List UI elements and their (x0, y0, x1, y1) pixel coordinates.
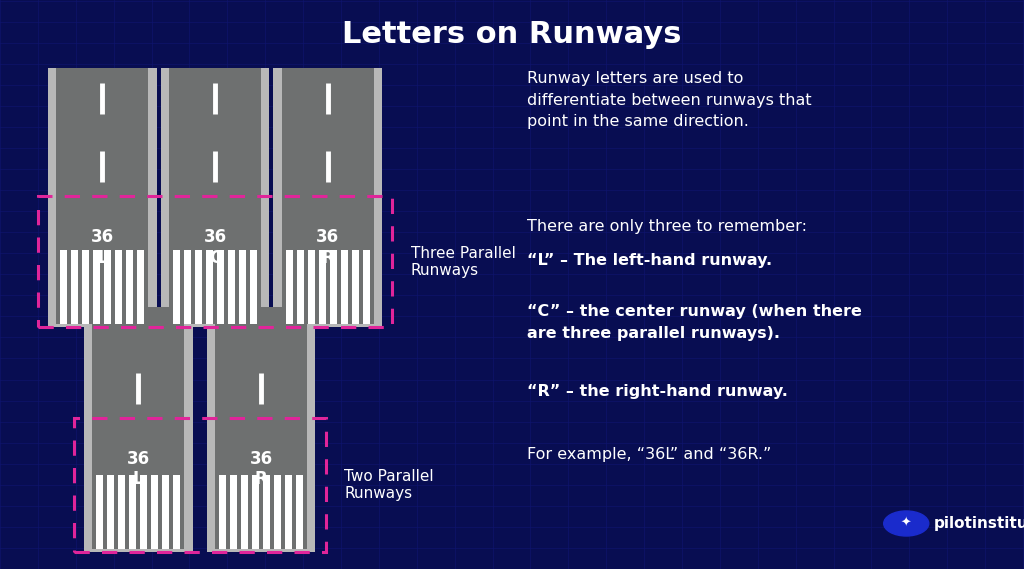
Bar (38, 196, 392, 327)
Text: Three Parallel
Runways: Three Parallel Runways (411, 246, 515, 278)
FancyBboxPatch shape (228, 250, 234, 324)
FancyBboxPatch shape (161, 68, 269, 327)
FancyBboxPatch shape (137, 250, 144, 324)
Text: Two Parallel
Runways: Two Parallel Runways (344, 469, 434, 501)
FancyBboxPatch shape (48, 68, 157, 327)
FancyBboxPatch shape (83, 250, 89, 324)
FancyBboxPatch shape (362, 250, 370, 324)
FancyBboxPatch shape (318, 250, 326, 324)
FancyBboxPatch shape (108, 475, 115, 549)
FancyBboxPatch shape (195, 250, 202, 324)
FancyBboxPatch shape (173, 475, 180, 549)
FancyBboxPatch shape (297, 250, 303, 324)
FancyBboxPatch shape (173, 250, 180, 324)
FancyBboxPatch shape (206, 250, 213, 324)
FancyBboxPatch shape (93, 250, 100, 324)
FancyBboxPatch shape (72, 250, 79, 324)
Text: “L” – The left-hand runway.: “L” – The left-hand runway. (527, 253, 772, 268)
FancyBboxPatch shape (286, 250, 293, 324)
FancyBboxPatch shape (169, 68, 261, 324)
FancyBboxPatch shape (250, 250, 257, 324)
FancyBboxPatch shape (217, 250, 224, 324)
FancyBboxPatch shape (274, 475, 281, 549)
Text: “R” – the right-hand runway.: “R” – the right-hand runway. (527, 384, 788, 399)
FancyBboxPatch shape (60, 250, 68, 324)
FancyBboxPatch shape (104, 250, 112, 324)
FancyBboxPatch shape (215, 307, 307, 549)
FancyBboxPatch shape (352, 250, 358, 324)
FancyBboxPatch shape (219, 475, 226, 549)
FancyBboxPatch shape (163, 475, 169, 549)
FancyBboxPatch shape (282, 68, 374, 324)
Text: “C” – the center runway (when there
are three parallel runways).: “C” – the center runway (when there are … (527, 304, 862, 341)
Text: Runway letters are used to
differentiate between runways that
point in the same : Runway letters are used to differentiate… (527, 71, 812, 129)
Text: pilotinstitute: pilotinstitute (934, 516, 1024, 531)
Text: ✦: ✦ (901, 517, 911, 530)
FancyBboxPatch shape (119, 475, 125, 549)
Text: For example, “36L” and “36R.”: For example, “36L” and “36R.” (527, 447, 772, 461)
FancyBboxPatch shape (92, 307, 184, 549)
Text: 36
R: 36 R (250, 451, 272, 488)
FancyBboxPatch shape (230, 475, 238, 549)
FancyBboxPatch shape (184, 250, 190, 324)
FancyBboxPatch shape (285, 475, 292, 549)
FancyBboxPatch shape (96, 475, 103, 549)
Text: 36
R: 36 R (316, 229, 339, 266)
FancyBboxPatch shape (127, 250, 133, 324)
FancyBboxPatch shape (207, 307, 315, 552)
FancyBboxPatch shape (273, 68, 382, 327)
FancyBboxPatch shape (84, 307, 193, 552)
FancyBboxPatch shape (263, 475, 270, 549)
Text: 36
L: 36 L (91, 229, 114, 266)
FancyBboxPatch shape (296, 475, 303, 549)
FancyBboxPatch shape (341, 250, 347, 324)
FancyBboxPatch shape (140, 475, 147, 549)
FancyBboxPatch shape (116, 250, 123, 324)
FancyBboxPatch shape (252, 475, 259, 549)
Text: 36
C: 36 C (204, 229, 226, 266)
FancyBboxPatch shape (56, 68, 148, 324)
FancyBboxPatch shape (152, 475, 158, 549)
Text: Letters on Runways: Letters on Runways (342, 20, 682, 48)
FancyBboxPatch shape (129, 475, 136, 549)
FancyBboxPatch shape (242, 475, 248, 549)
Circle shape (884, 511, 929, 536)
FancyBboxPatch shape (330, 250, 337, 324)
Text: 36
L: 36 L (127, 451, 150, 488)
FancyBboxPatch shape (308, 250, 314, 324)
Bar (74, 418, 326, 552)
FancyBboxPatch shape (239, 250, 246, 324)
Text: There are only three to remember:: There are only three to remember: (527, 219, 807, 234)
